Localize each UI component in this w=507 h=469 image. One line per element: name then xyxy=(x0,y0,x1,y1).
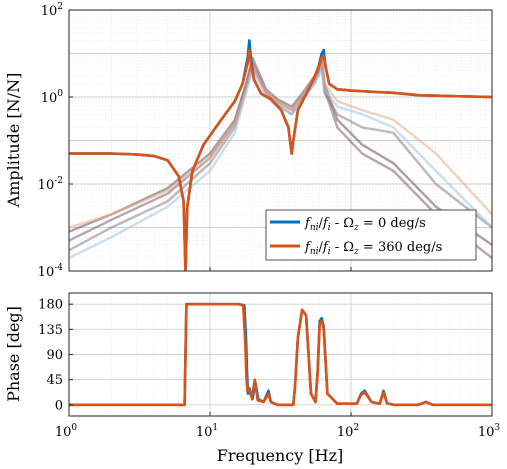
y-tick-label: 10-2 xyxy=(38,176,63,193)
y-tick-label: 180 xyxy=(38,298,63,313)
phase-y-axis-label: Phase [deg] xyxy=(4,306,23,402)
amplitude-panel: 10-4 10-2 100 102 Amplitude [N/N] fni/fi - … xyxy=(4,2,493,280)
y-tick-label: 90 xyxy=(46,348,63,363)
amplitude-series xyxy=(69,39,492,271)
amplitude-series-1 xyxy=(69,48,492,271)
x-tick-label: 103 xyxy=(478,423,501,440)
x-tick-label: 100 xyxy=(55,423,78,440)
y-tick-label: 10-4 xyxy=(38,263,64,280)
amplitude-y-axis-label: Amplitude [N/N] xyxy=(4,73,23,209)
amplitude-series-5 xyxy=(69,62,492,229)
legend-entry-1: fni/fi - Ωz = 360 deg/s xyxy=(304,240,442,257)
y-tick-label: 100 xyxy=(41,89,64,106)
phase-y-tick-labels: 0 45 90 135 180 xyxy=(38,298,63,414)
legend-box xyxy=(265,209,477,261)
phase-x-tick-labels: 100 101 102 103 xyxy=(55,423,501,440)
y-tick-label: 45 xyxy=(46,373,63,388)
phase-panel: 0 45 90 135 180 100 101 102 103 Phase [deg] Fre… xyxy=(4,292,501,465)
amplitude-series-6 xyxy=(69,69,492,259)
phase-ticks xyxy=(68,303,493,416)
y-tick-label: 102 xyxy=(41,2,63,19)
x-tick-label: 101 xyxy=(196,423,218,440)
y-tick-label: 0 xyxy=(55,398,63,413)
legend: fni/fi - Ωz = 0 deg/s fni/fi - Ωz = 360 … xyxy=(265,209,477,261)
x-axis-label: Frequency [Hz] xyxy=(217,446,344,465)
phase-series-1 xyxy=(69,302,492,407)
phase-series xyxy=(69,302,492,407)
amplitude-axes-box xyxy=(68,9,493,272)
amplitude-ticks xyxy=(68,9,493,272)
amplitude-series-2 xyxy=(69,56,492,246)
x-tick-label: 102 xyxy=(337,423,359,440)
amplitude-y-tick-labels: 10-4 10-2 100 102 xyxy=(38,2,64,280)
legend-entry-0: fni/fi - Ωz = 0 deg/s xyxy=(304,216,426,233)
y-tick-label: 135 xyxy=(38,323,63,338)
